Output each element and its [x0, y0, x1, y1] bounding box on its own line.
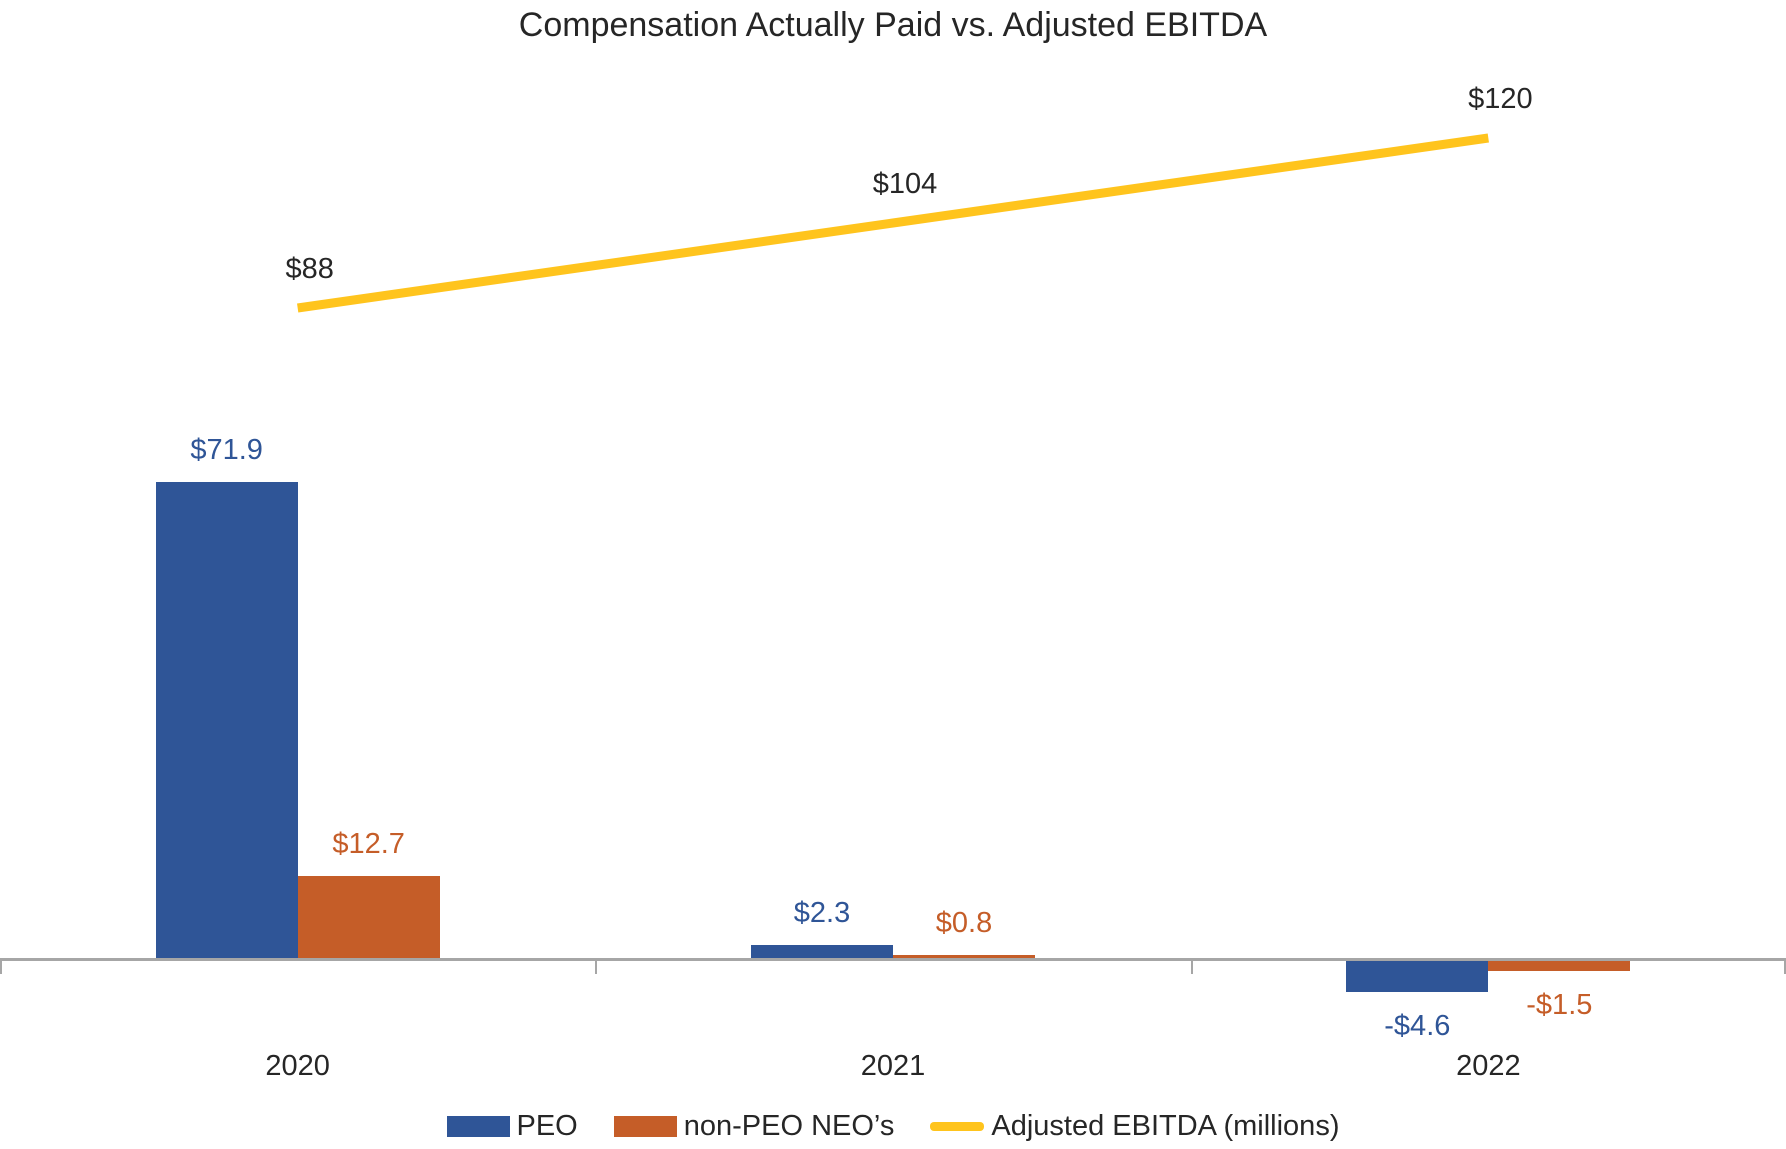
bar-data-label: $12.7 [332, 827, 405, 860]
bar-data-label: $71.9 [190, 434, 263, 467]
legend-swatch [930, 1122, 985, 1131]
legend-swatch [446, 1116, 510, 1137]
x-axis-category-label: 2022 [1456, 1050, 1521, 1082]
line-data-label: $120 [1468, 83, 1533, 115]
line-data-label: $88 [285, 253, 334, 285]
bar-segment [155, 482, 298, 960]
line-data-label: $104 [872, 168, 938, 200]
bar-segment [893, 954, 1035, 960]
legend-item: PEO [446, 1110, 578, 1143]
x-axis-tick [0, 961, 2, 974]
x-axis-line [0, 958, 1786, 961]
legend-item: Adjusted EBITDA (millions) [930, 1110, 1339, 1143]
legend-label: Adjusted EBITDA (millions) [991, 1110, 1340, 1142]
chart-title: Compensation Actually Paid vs. Adjusted … [518, 6, 1268, 44]
bar-segment [297, 875, 440, 960]
bar-data-label: -$1.5 [1526, 988, 1593, 1021]
legend: PEO non-PEO NEO’s Adjusted EBITDA (million… [0, 1110, 1786, 1143]
legend-label: PEO [516, 1110, 578, 1142]
bar-segment [1488, 961, 1631, 971]
bar-segment [751, 944, 893, 960]
x-axis-tick [1190, 961, 1193, 974]
legend-item: non-PEO NEO’s [613, 1110, 895, 1143]
legend-label: non-PEO NEO’s [683, 1110, 895, 1142]
bar-data-label: -$4.6 [1384, 1009, 1451, 1042]
x-axis-category-label: 2020 [265, 1050, 330, 1082]
legend-swatch [613, 1116, 677, 1137]
bar-segment [1346, 961, 1489, 992]
bar-data-label: $0.8 [935, 906, 993, 939]
x-axis-category-label: 2021 [860, 1050, 926, 1082]
x-axis-tick [595, 961, 598, 974]
bar-data-label: $2.3 [793, 896, 851, 929]
x-axis-tick [1784, 961, 1786, 974]
